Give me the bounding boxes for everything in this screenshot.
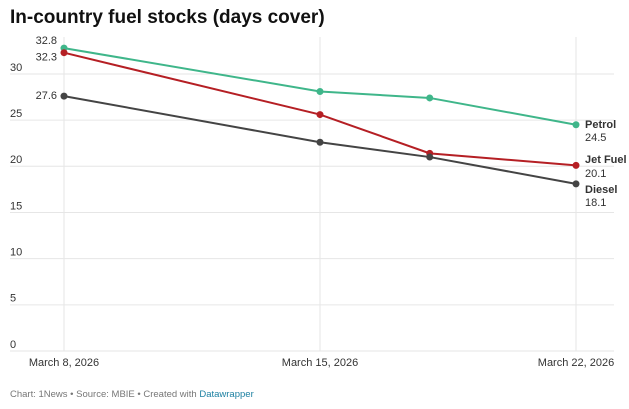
x-tick-label: March 15, 2026 — [282, 357, 358, 369]
y-tick-label: 10 — [10, 247, 22, 259]
point — [316, 138, 324, 146]
point — [316, 111, 324, 119]
series-line — [63, 95, 577, 185]
y-tick-label: 30 — [10, 62, 22, 74]
y-tick-label: 0 — [10, 339, 16, 351]
chart-title: In-country fuel stocks (days cover) — [10, 7, 325, 28]
point — [572, 161, 580, 169]
x-tick-label: March 22, 2026 — [538, 357, 614, 369]
point — [316, 87, 324, 95]
legend-label: Diesel — [585, 184, 617, 196]
point — [60, 92, 68, 100]
x-tick-label: March 8, 2026 — [29, 357, 99, 369]
point — [572, 121, 580, 129]
y-tick-label: 25 — [10, 108, 22, 120]
y-tick-label: 20 — [10, 154, 22, 166]
point — [572, 180, 580, 188]
point — [60, 49, 68, 57]
point — [426, 153, 434, 161]
value-label: 27.6 — [36, 90, 57, 102]
footer-text: Chart: 1News • Source: MBIE • Created wi… — [10, 389, 197, 400]
value-label: 20.1 — [585, 168, 606, 180]
legend-label: Petrol — [585, 119, 616, 131]
y-tick-label: 5 — [10, 293, 16, 305]
value-label: 32.3 — [36, 52, 57, 64]
value-label: 32.8 — [36, 35, 57, 47]
footer: Chart: 1News • Source: MBIE • Created wi… — [10, 389, 254, 400]
series-line — [63, 47, 577, 126]
series-line — [63, 51, 577, 167]
point — [426, 94, 434, 102]
footer-link[interactable]: Datawrapper — [199, 389, 253, 400]
legend-label: Jet Fuel — [585, 154, 627, 166]
y-tick-label: 15 — [10, 200, 22, 212]
value-label: 18.1 — [585, 197, 606, 209]
value-label: 24.5 — [585, 132, 606, 144]
